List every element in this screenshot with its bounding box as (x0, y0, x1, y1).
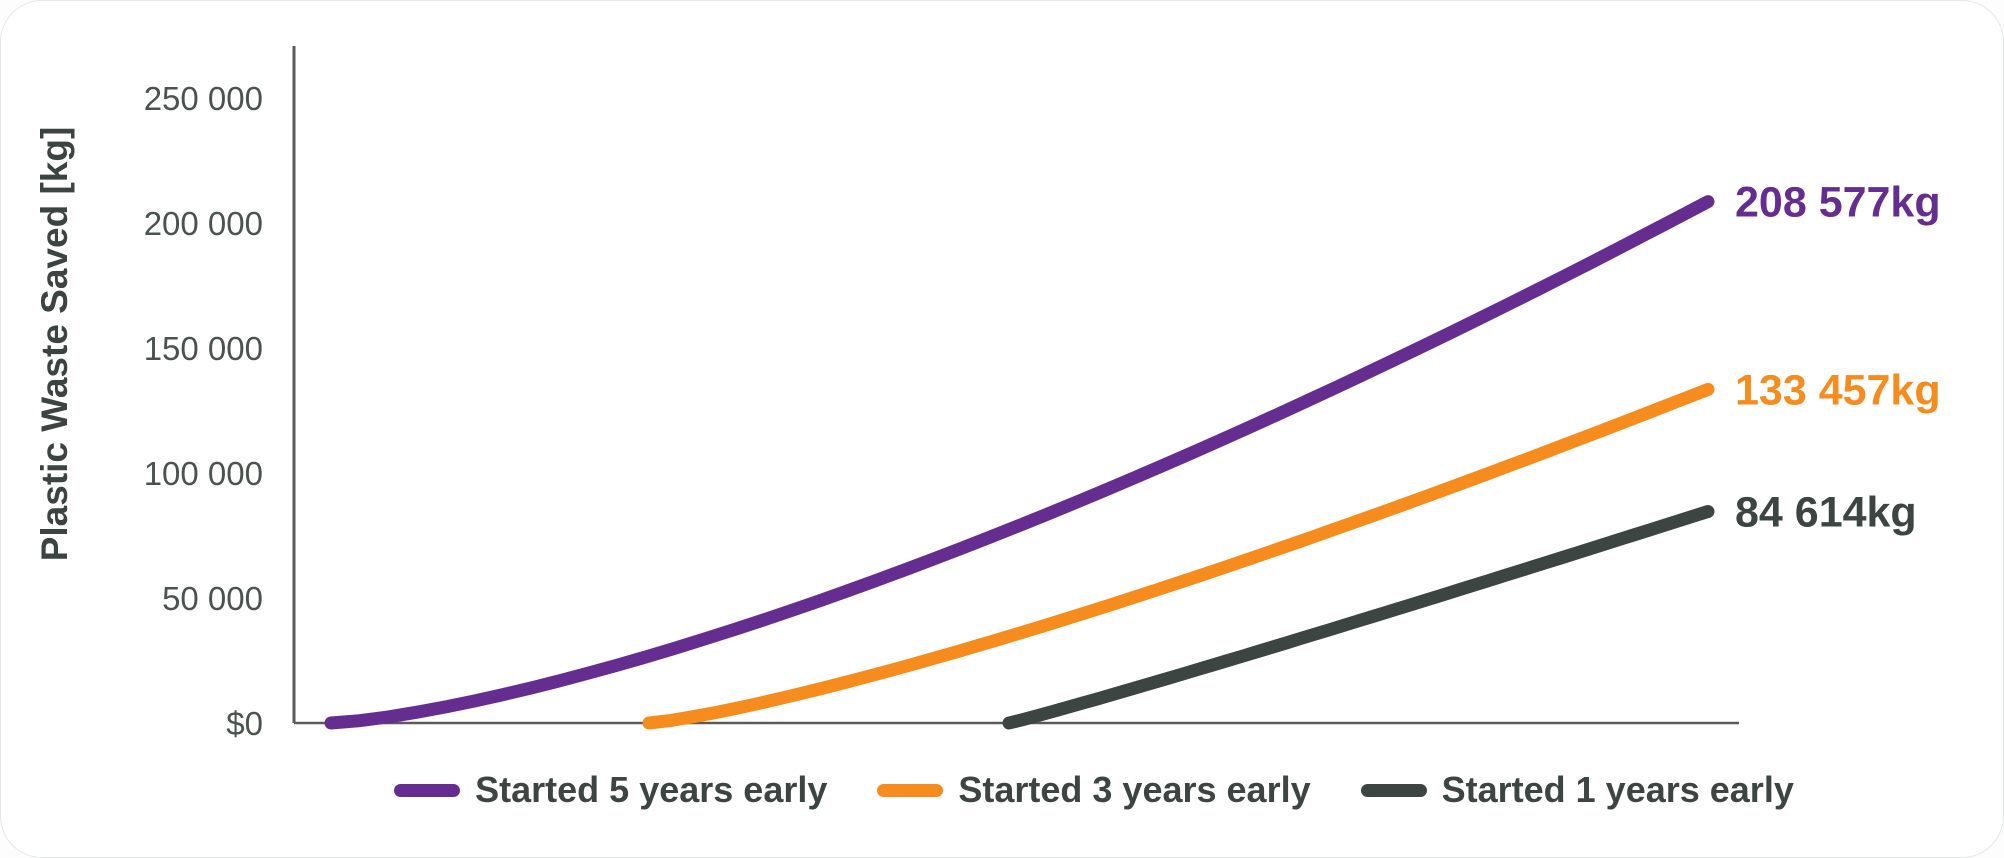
legend-label: Started 5 years early (475, 769, 828, 810)
legend-swatch-icon (877, 783, 944, 797)
legend-swatch-icon (1360, 783, 1427, 797)
legend: Started 5 years early Started 3 years ear… (93, 757, 2003, 823)
series-end-label-1: 208 577kg (1735, 179, 1941, 227)
y-tick-label: 200 000 (144, 205, 263, 242)
y-tick-label: 100 000 (144, 455, 263, 492)
legend-swatch-icon (394, 783, 461, 797)
y-tick-label: 150 000 (144, 330, 263, 367)
series-end-label-2: 133 457kg (1735, 366, 1941, 414)
y-tick-label: $0 (226, 705, 263, 742)
legend-item-3: Started 1 years early (1360, 769, 1794, 811)
y-tick-label: 50 000 (162, 580, 263, 617)
series-line-3 (1002, 505, 1715, 730)
legend-label: Started 3 years early (958, 769, 1311, 810)
y-tick-label: 250 000 (144, 80, 263, 117)
legend-item-1: Started 5 years early (394, 769, 827, 811)
y-axis-title: Plastic Waste Saved [kg] (34, 127, 75, 562)
legend-item-2: Started 3 years early (877, 769, 1311, 811)
series-line-2 (642, 382, 1715, 730)
legend-label: Started 1 years early (1441, 769, 1794, 810)
series-end-label-3: 84 614kg (1735, 488, 1917, 536)
series-line-1 (324, 195, 1715, 730)
